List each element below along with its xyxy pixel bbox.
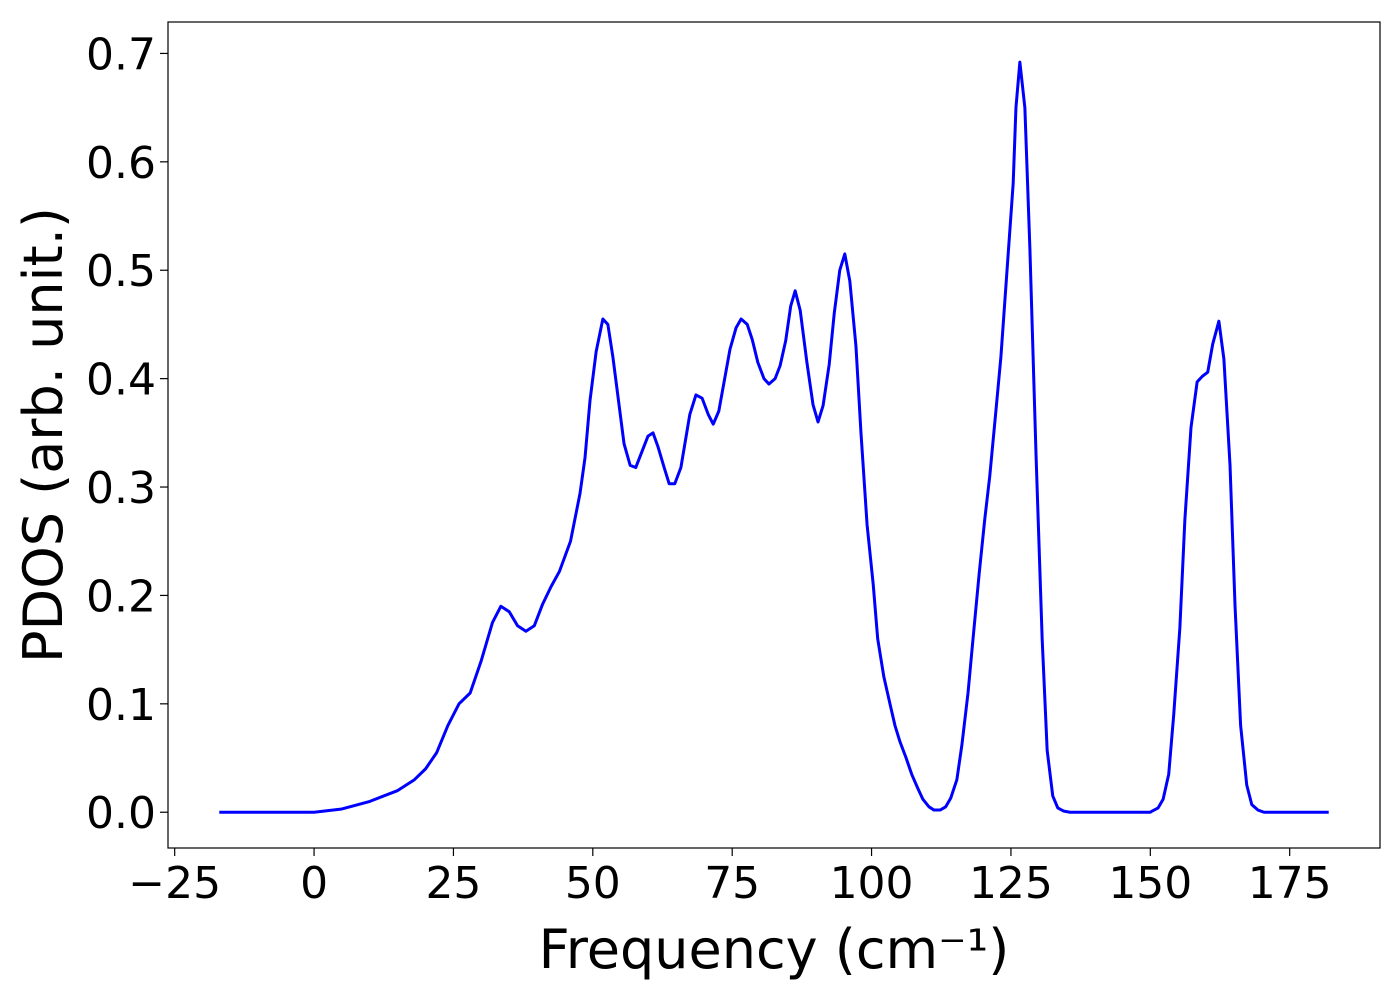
x-tick-label: 150 [1108, 858, 1192, 909]
x-tick-label: 175 [1248, 858, 1332, 909]
x-tick-label: 25 [425, 858, 481, 909]
x-tick-label: 100 [830, 858, 914, 909]
x-tick-label: 50 [565, 858, 621, 909]
x-tick-label: 125 [969, 858, 1053, 909]
y-tick-label: 0.1 [86, 680, 156, 731]
data-line [219, 60, 1329, 814]
y-tick-label: 0.5 [86, 246, 156, 297]
x-tick-label: 75 [704, 858, 760, 909]
x-tick-label: −25 [128, 858, 221, 909]
x-tick-label: 0 [300, 858, 328, 909]
y-tick-label: 0.7 [86, 29, 156, 80]
y-tick-label: 0.4 [86, 355, 156, 406]
y-tick-label: 0.2 [86, 571, 156, 622]
y-axis-label: PDOS (arb. unit.) [12, 207, 75, 663]
y-tick-label: 0.0 [86, 788, 156, 839]
y-tick-label: 0.3 [86, 463, 156, 514]
x-axis-label: Frequency (cm⁻¹) [539, 918, 1010, 981]
y-tick-label: 0.6 [86, 138, 156, 189]
plot-frame [167, 21, 1381, 849]
